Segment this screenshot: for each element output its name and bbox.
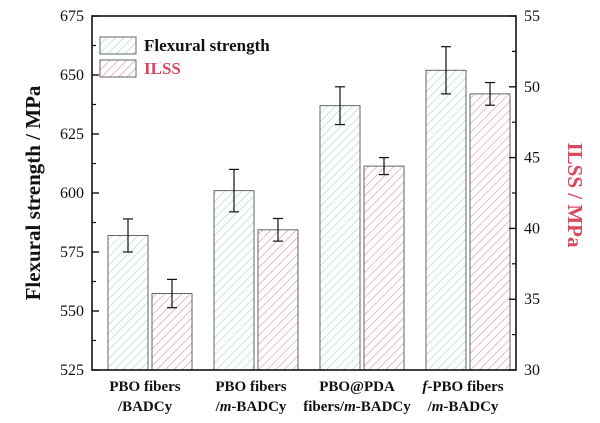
category-label-line2: /m-BADCy — [215, 399, 287, 415]
right-tick-label: 35 — [524, 291, 540, 308]
left-tick-label: 575 — [60, 244, 84, 261]
legend-label-ilss: ILSS — [144, 59, 181, 78]
left-axis-label: Flexural strength / MPa — [21, 85, 45, 300]
ilss-bar — [469, 93, 511, 371]
right-axis-title: ILSS / MPa — [563, 142, 587, 248]
category-label-line2: /BADCy — [117, 399, 173, 415]
left-tick-label: 600 — [60, 185, 84, 202]
right-axis-label: ILSS / MPa — [563, 142, 587, 248]
flexural-bar — [213, 190, 255, 371]
right-tick-label: 40 — [524, 220, 540, 237]
right-tick-label: 50 — [524, 79, 540, 96]
left-tick-label: 550 — [60, 303, 84, 320]
flexural-bar — [425, 69, 467, 371]
left-tick-label: 625 — [60, 126, 84, 143]
ilss-bar — [363, 165, 405, 371]
left-tick-label: 650 — [60, 67, 84, 84]
right-tick-label: 45 — [524, 150, 540, 167]
category-label-line2: /m-BADCy — [427, 399, 499, 415]
left-tick-label: 675 — [60, 8, 84, 25]
ilss-bar — [257, 229, 299, 371]
legend-swatch-flexural — [99, 36, 137, 55]
legend-swatch-ilss — [99, 59, 137, 78]
plot-area: PBO fibers/BADCy PBO fibers/m-BADCy PBO@PD… — [60, 8, 540, 415]
right-tick-label: 30 — [524, 362, 540, 379]
left-axis-title: Flexural strength / MPa — [21, 85, 45, 300]
category-label-line2: fibers/m-BADCy — [303, 399, 411, 415]
legend-label-flexural: Flexural strength — [144, 36, 270, 55]
category-label-line1: f-PBO fibers — [422, 379, 503, 395]
legend: Flexural strength ILSS — [99, 36, 270, 78]
category-label-line1: PBO fibers — [109, 379, 180, 395]
flexural-bar — [107, 235, 149, 371]
left-tick-label: 525 — [60, 362, 84, 379]
right-tick-label: 55 — [524, 8, 540, 25]
flexural-bar — [319, 105, 361, 371]
category-label-line1: PBO@PDA — [319, 379, 395, 395]
category-label-line1: PBO fibers — [215, 379, 286, 395]
